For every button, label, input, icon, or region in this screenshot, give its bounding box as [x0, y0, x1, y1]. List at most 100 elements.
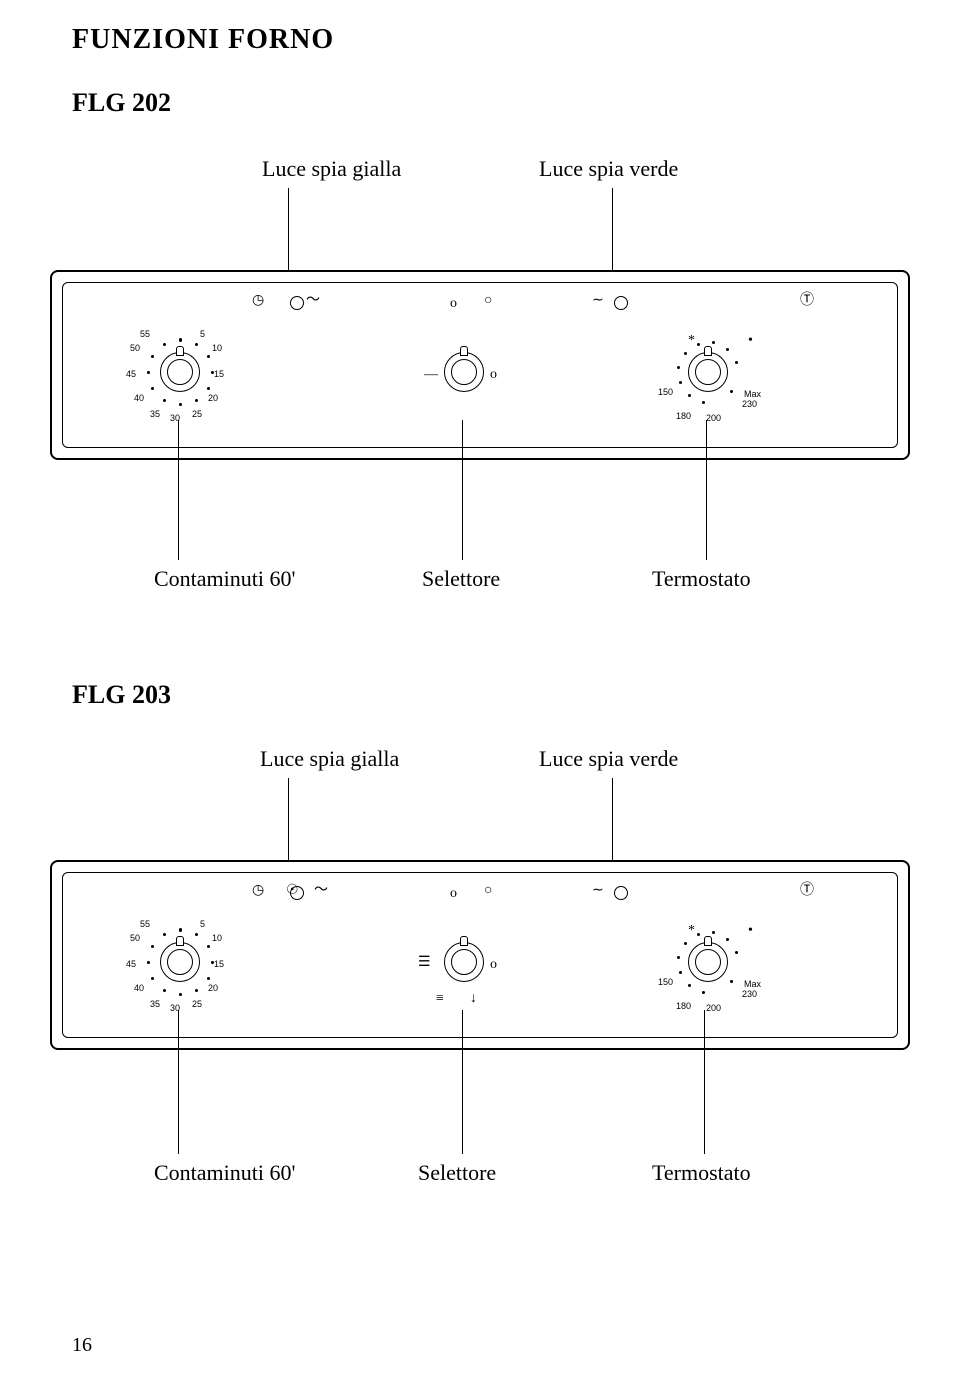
- sel_bl-icon: ≡: [436, 992, 444, 1006]
- tick-dot: [697, 933, 700, 936]
- thermo-label-230: 230: [742, 400, 757, 409]
- tilde-icon: ∼: [592, 294, 604, 308]
- timer-knob-pointer: [176, 346, 184, 356]
- tick-dot: [207, 945, 210, 948]
- timer-label-40: 40: [134, 984, 144, 993]
- thermostat-knob-pointer: [704, 346, 712, 356]
- bulb-icon: •: [748, 334, 753, 348]
- tick-dot: [688, 394, 691, 397]
- timer-knob-inner: [167, 359, 193, 385]
- tick-dot: [726, 348, 729, 351]
- tick-dot: [684, 352, 687, 355]
- tilde-icon: ∼: [592, 884, 604, 898]
- wavy-icon: 〜: [314, 884, 328, 898]
- tick-dot: [207, 355, 210, 358]
- control-panel-2: 510152025303540455055150180200230Max◷☉〜○…: [50, 860, 910, 1050]
- timer-label-10: 10: [212, 344, 222, 353]
- thermostat-knob-inner: [695, 359, 721, 385]
- timer-knob: [160, 352, 200, 392]
- ring-icon: ○: [484, 884, 492, 898]
- wavy-icon: 〜: [306, 294, 320, 308]
- timer-knob-pointer: [176, 936, 184, 946]
- thermostat-knob: [688, 352, 728, 392]
- tick-dot: [730, 980, 733, 983]
- label-green-light-2: Luce spia verde: [539, 746, 678, 772]
- green-light-indicator: [614, 886, 628, 900]
- thermostat-knob-pointer: [704, 936, 712, 946]
- timer-label-35: 35: [150, 1000, 160, 1009]
- tick-dot: [679, 971, 682, 974]
- tick-dot: [151, 977, 154, 980]
- clock1-icon: ◷: [252, 884, 264, 898]
- label-thermo-1: Termostato: [652, 566, 751, 592]
- green-light-indicator: [614, 296, 628, 310]
- tick-dot: [147, 371, 150, 374]
- label-thermo-2: Termostato: [652, 1160, 751, 1186]
- pointer-line-timer-1: [178, 420, 179, 560]
- timer-label-5: 5: [200, 330, 205, 339]
- selector-knob: [444, 942, 484, 982]
- page-number: 16: [72, 1334, 92, 1357]
- label-timer-1: Contaminuti 60': [154, 566, 295, 592]
- thermo-label-180: 180: [676, 412, 691, 421]
- panel-contents-2: 510152025303540455055150180200230Max◷☉〜○…: [52, 862, 908, 1048]
- tick-dot: [735, 951, 738, 954]
- thermo-label-150: 150: [658, 978, 673, 987]
- timer-label-20: 20: [208, 984, 218, 993]
- page: FUNZIONI FORNO FLG 202 Luce spia gialla …: [0, 0, 960, 1391]
- sel_r-icon: o: [490, 368, 497, 382]
- therm-icon: Ⓣ: [800, 294, 814, 308]
- selector-knob: [444, 352, 484, 392]
- label-selector-1: Selettore: [422, 566, 500, 592]
- label-yellow-light-2: Luce spia gialla: [260, 746, 399, 772]
- panel-contents-1: 510152025303540455055150180200230Max◷〜○o…: [52, 272, 908, 458]
- tick-dot: [726, 938, 729, 941]
- ring-icon: ○: [484, 294, 492, 308]
- label-green-light-1: Luce spia verde: [539, 156, 678, 182]
- thermostat-knob-inner: [695, 949, 721, 975]
- tick-dot: [179, 928, 182, 931]
- tick-dot: [147, 961, 150, 964]
- yellow-light-indicator: [290, 296, 304, 310]
- smallo-icon: o: [450, 887, 457, 901]
- tick-dot: [702, 991, 705, 994]
- sel_l-icon: ☰: [418, 956, 431, 970]
- tick-dot: [179, 403, 182, 406]
- tick-dot: [702, 401, 705, 404]
- tick-dot: [163, 989, 166, 992]
- thermo-label-180: 180: [676, 1002, 691, 1011]
- tick-dot: [211, 371, 214, 374]
- tick-dot: [195, 399, 198, 402]
- tick-dot: [195, 989, 198, 992]
- label-selector-2: Selettore: [418, 1160, 496, 1186]
- model-heading-1: FLG 202: [72, 88, 171, 118]
- bulb2-icon: ☉: [286, 884, 299, 898]
- selector-knob-pointer: [460, 936, 468, 946]
- tick-dot: [679, 381, 682, 384]
- tick-dot: [163, 933, 166, 936]
- timer-label-10: 10: [212, 934, 222, 943]
- label-yellow-light-1: Luce spia gialla: [262, 156, 401, 182]
- timer-label-20: 20: [208, 394, 218, 403]
- tick-dot: [712, 931, 715, 934]
- pointer-line-thermo-1: [706, 420, 707, 560]
- tick-dot: [195, 343, 198, 346]
- sel_br-icon: ↓: [470, 992, 477, 1006]
- sel_l-icon: —: [424, 368, 438, 382]
- timer-knob-inner: [167, 949, 193, 975]
- pointer-line-selector-2: [462, 1010, 463, 1154]
- timer-label-50: 50: [130, 344, 140, 353]
- timer-label-50: 50: [130, 934, 140, 943]
- timer-label-55: 55: [140, 920, 150, 929]
- tick-dot: [163, 343, 166, 346]
- control-panel-1: 510152025303540455055150180200230Max◷〜○o…: [50, 270, 910, 460]
- thermostat-knob: [688, 942, 728, 982]
- selector-knob-inner: [451, 949, 477, 975]
- thermo-label-200: 200: [706, 1004, 721, 1013]
- sel_r-icon: o: [490, 958, 497, 972]
- tick-dot: [207, 977, 210, 980]
- timer-label-15: 15: [214, 960, 224, 969]
- tick-dot: [179, 993, 182, 996]
- thermo-label-Max: Max: [744, 390, 761, 399]
- label-timer-2: Contaminuti 60': [154, 1160, 295, 1186]
